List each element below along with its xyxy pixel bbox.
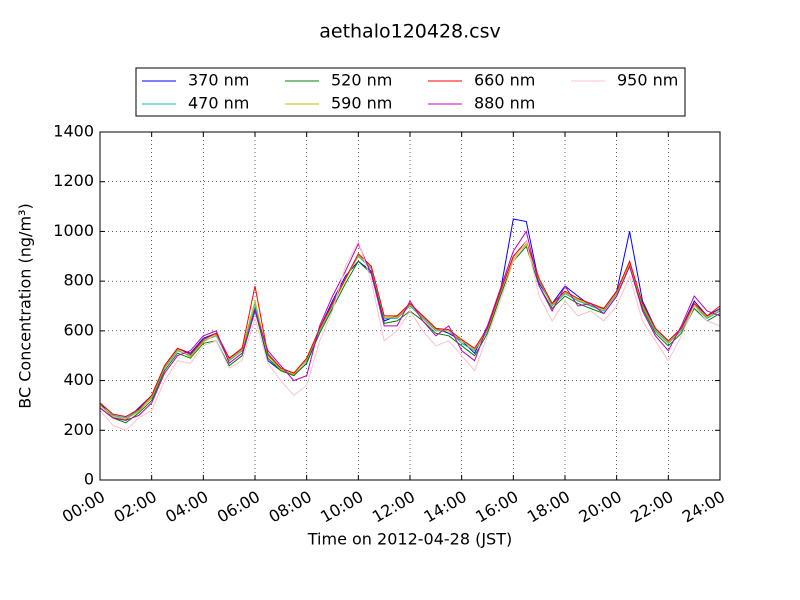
legend-label: 470 nm — [188, 94, 249, 113]
y-tick-label: 1400 — [53, 122, 94, 141]
y-tick-label: 0 — [84, 470, 94, 489]
series-line — [99, 230, 721, 421]
legend-label: 590 nm — [331, 94, 392, 113]
series-line — [99, 240, 721, 431]
y-tick-label: 1200 — [53, 171, 94, 190]
legend-label: 520 nm — [331, 71, 392, 90]
y-tick-label: 1000 — [53, 221, 94, 240]
chart-title: aethalo120428.csv — [319, 21, 501, 43]
legend-label: 660 nm — [474, 71, 535, 90]
legend-label: 370 nm — [188, 71, 249, 90]
series-line — [99, 240, 721, 419]
legend-label: 950 nm — [617, 71, 678, 90]
series-line — [99, 240, 721, 418]
legend-label: 880 nm — [474, 94, 535, 113]
plot-frame — [99, 131, 721, 481]
y-tick-label: 600 — [63, 320, 94, 339]
y-axis-label: BC Concentration (ng/m³) — [16, 203, 35, 408]
y-tick-label: 400 — [63, 370, 94, 389]
y-tick-label: 200 — [63, 420, 94, 439]
x-axis-label: Time on 2012-04-28 (JST) — [307, 530, 512, 549]
series-line — [99, 242, 721, 420]
y-tick-label: 800 — [63, 271, 94, 290]
legend-box — [135, 67, 686, 117]
